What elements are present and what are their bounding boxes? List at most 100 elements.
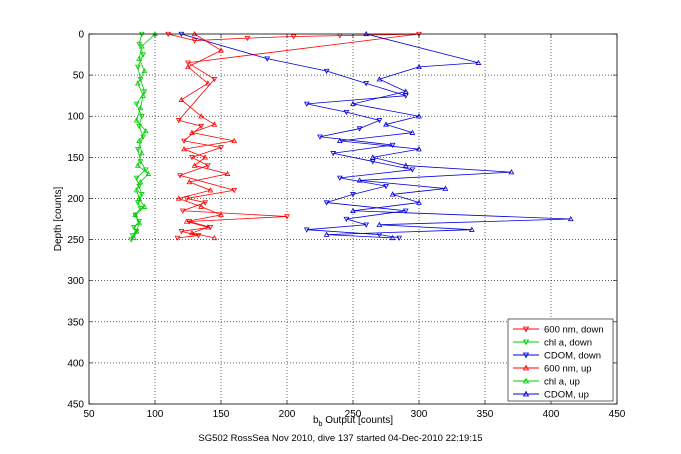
legend-marker — [522, 364, 530, 371]
x-axis-label-b: b — [313, 415, 319, 426]
data-point — [416, 113, 422, 119]
data-point — [369, 154, 376, 160]
data-point — [416, 146, 422, 152]
data-point — [363, 81, 370, 87]
data-point — [195, 233, 202, 239]
data-point — [134, 162, 141, 168]
data-point — [350, 207, 356, 213]
data-point — [174, 235, 181, 241]
data-point — [376, 221, 383, 227]
data-point — [402, 93, 409, 99]
data-point — [189, 155, 195, 161]
data-point — [343, 216, 350, 223]
data-point — [356, 126, 363, 132]
legend-marker — [522, 339, 530, 346]
legend-marker — [522, 390, 530, 397]
series-layer — [128, 30, 574, 243]
data-point — [141, 89, 148, 95]
legend-box — [507, 318, 614, 402]
data-point — [402, 208, 409, 214]
data-point — [231, 137, 238, 144]
x-axis-label: bb Output [counts] — [313, 415, 393, 428]
data-point — [133, 175, 140, 181]
data-point — [204, 80, 211, 86]
data-point — [211, 77, 218, 83]
data-point — [134, 64, 141, 70]
series-1 — [128, 31, 149, 243]
data-point — [191, 38, 198, 44]
data-point — [204, 163, 211, 169]
legend-entry: CDOM, up — [513, 390, 589, 401]
data-point — [343, 109, 350, 116]
data-point — [138, 150, 145, 156]
data-point — [186, 178, 193, 185]
y-tick-label: 250 — [67, 235, 84, 246]
data-point — [138, 114, 145, 120]
data-point — [141, 203, 148, 209]
data-point — [137, 77, 144, 83]
data-point — [175, 195, 182, 201]
data-point — [416, 199, 422, 205]
data-point — [224, 170, 231, 176]
data-point — [330, 151, 337, 157]
data-point — [198, 123, 205, 130]
series-2 — [178, 31, 416, 241]
legend-entry: chl a, down — [513, 338, 592, 349]
data-point — [323, 231, 330, 237]
data-point — [323, 200, 330, 206]
legend-label: CDOM, down — [544, 351, 601, 362]
series-3 — [175, 30, 238, 241]
data-point — [317, 134, 323, 140]
data-point — [303, 101, 310, 107]
data-point — [409, 129, 416, 135]
data-point — [138, 192, 145, 198]
data-point — [508, 169, 515, 175]
legend-entry: 600 nm, down — [513, 325, 604, 336]
series-4 — [131, 30, 158, 241]
y-tick-label: 400 — [67, 358, 84, 369]
data-point — [178, 229, 185, 235]
legend-label: 600 nm, up — [544, 364, 592, 375]
data-point — [218, 47, 224, 53]
x-tick-label: 250 — [345, 409, 362, 420]
data-point — [356, 177, 363, 183]
data-point — [133, 117, 140, 123]
data-point — [284, 214, 290, 220]
x-tick-label: 300 — [411, 409, 428, 420]
data-point — [177, 173, 183, 179]
data-point — [416, 63, 422, 70]
data-point — [350, 100, 356, 107]
x-axis-label-subscript: b — [319, 421, 323, 428]
series-5 — [323, 30, 574, 241]
data-point — [189, 129, 195, 135]
data-point — [185, 63, 191, 70]
legend-marker — [522, 377, 530, 384]
data-point — [402, 162, 409, 168]
data-point — [145, 170, 152, 176]
data-point — [181, 146, 187, 152]
x-axis-label-rest: Output [counts] — [322, 415, 393, 426]
y-tick-label: 150 — [67, 153, 84, 164]
data-point — [131, 225, 137, 231]
data-point — [136, 220, 143, 226]
data-point — [290, 34, 297, 40]
data-point — [138, 43, 145, 49]
data-point — [376, 76, 383, 82]
x-tick-label: 50 — [83, 409, 95, 420]
data-point — [131, 234, 137, 241]
data-point — [244, 35, 251, 42]
data-point — [389, 234, 396, 241]
data-point — [218, 145, 224, 151]
data-point — [181, 138, 187, 144]
data-point — [468, 226, 475, 232]
data-point — [402, 88, 409, 94]
data-point — [136, 137, 143, 144]
legend-label: 600 nm, down — [544, 325, 604, 336]
data-point — [376, 118, 383, 124]
legend-marker — [522, 326, 530, 333]
data-point — [211, 121, 218, 127]
x-tick-label: 450 — [609, 409, 626, 420]
series-0 — [165, 31, 422, 241]
data-point — [350, 192, 356, 198]
